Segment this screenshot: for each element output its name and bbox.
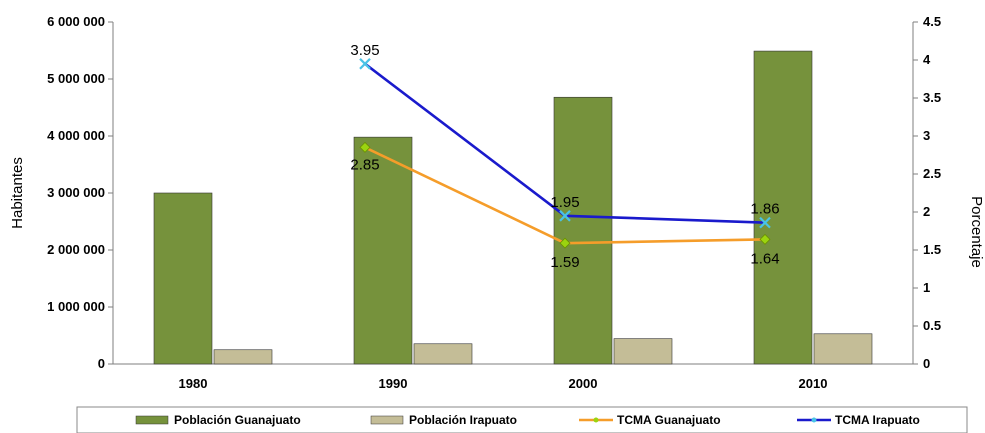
- y2-tick-label: 2.5: [923, 166, 941, 181]
- bar-poblacion-irapuato-1980: [213, 349, 273, 365]
- bar-poblacion-guanajuato-1980: [153, 192, 213, 365]
- bars: [153, 50, 873, 365]
- legend-label: Población Guanajuato: [174, 413, 301, 427]
- y-tick-label: 6 000 000: [47, 14, 105, 29]
- y2-tick-label: 1: [923, 280, 930, 295]
- bar-poblacion-irapuato-2010: [813, 333, 873, 365]
- y-tick-label: 2 000 000: [47, 242, 105, 257]
- y2-tick-label: 4: [923, 52, 931, 67]
- y-tick-label: 3 000 000: [47, 185, 105, 200]
- point-tcma-irapuato: [759, 216, 771, 229]
- legend-label: Población Irapuato: [409, 413, 517, 427]
- x-tick-label: 1990: [379, 376, 408, 391]
- x-tick-label: 2000: [569, 376, 598, 391]
- data-label-tcma-guanajuato: 2.85: [350, 156, 379, 173]
- data-label-tcma-guanajuato: 1.59: [550, 254, 579, 271]
- legend-label: TCMA Guanajuato: [617, 413, 721, 427]
- point-tcma-guanajuato: [359, 141, 371, 153]
- y-tick-label: 0: [98, 356, 105, 371]
- point-tcma-guanajuato: [559, 237, 571, 249]
- x-tick-label: 2010: [799, 376, 828, 391]
- point-tcma-guanajuato: [759, 233, 771, 245]
- point-tcma-irapuato: [559, 210, 571, 222]
- legend-marker: [811, 417, 817, 423]
- bar-poblacion-irapuato-2000: [613, 338, 673, 365]
- y-tick-label: 4 000 000: [47, 128, 105, 143]
- point-tcma-irapuato: [359, 58, 371, 70]
- y2-tick-label: 4.5: [923, 14, 941, 29]
- data-label-tcma-irapuato: 1.86: [750, 201, 779, 218]
- legend: Población Guanajuato Población Irapuato TC…: [135, 413, 920, 427]
- lines: 2.85 1.59 1.64 3.95 1.95 1.86: [350, 42, 779, 271]
- legend-swatch: [135, 415, 169, 425]
- y2-tick-label: 3.5: [923, 90, 941, 105]
- y-axis-title: Habitantes: [9, 157, 26, 229]
- y-tick-label: 5 000 000: [47, 71, 105, 86]
- y2-tick-label: 1.5: [923, 242, 941, 257]
- y2-tick-label: 0: [923, 356, 930, 371]
- legend-marker: [593, 417, 599, 423]
- y-tick-label: 1 000 000: [47, 299, 105, 314]
- y2-tick-label: 0.5: [923, 318, 941, 333]
- y2-axis-title: Porcentaje: [968, 196, 985, 268]
- data-label-tcma-guanajuato: 1.64: [750, 250, 779, 267]
- bar-poblacion-guanajuato-1990: [353, 136, 413, 365]
- bar-poblacion-irapuato-1990: [413, 343, 473, 365]
- x-tick-label: 1980: [179, 376, 208, 391]
- legend-label: TCMA Irapuato: [835, 413, 920, 427]
- bar-poblacion-guanajuato-2010: [753, 50, 813, 365]
- data-label-tcma-irapuato: 1.95: [550, 194, 579, 211]
- bar-poblacion-guanajuato-2000: [553, 96, 613, 365]
- right-axis-ticks: 0 0.5 1 1.5 2 2.5 3 3.5 4 4.5: [913, 14, 941, 371]
- y2-tick-label: 2: [923, 204, 930, 219]
- legend-swatch: [370, 415, 404, 425]
- x-axis-ticks: 1980 1990 2000 2010: [179, 376, 828, 391]
- data-label-tcma-irapuato: 3.95: [350, 42, 379, 59]
- left-axis-ticks: 0 1 000 000 2 000 000 3 000 000 4 000 000 5 0…: [47, 14, 113, 371]
- y2-tick-label: 3: [923, 128, 930, 143]
